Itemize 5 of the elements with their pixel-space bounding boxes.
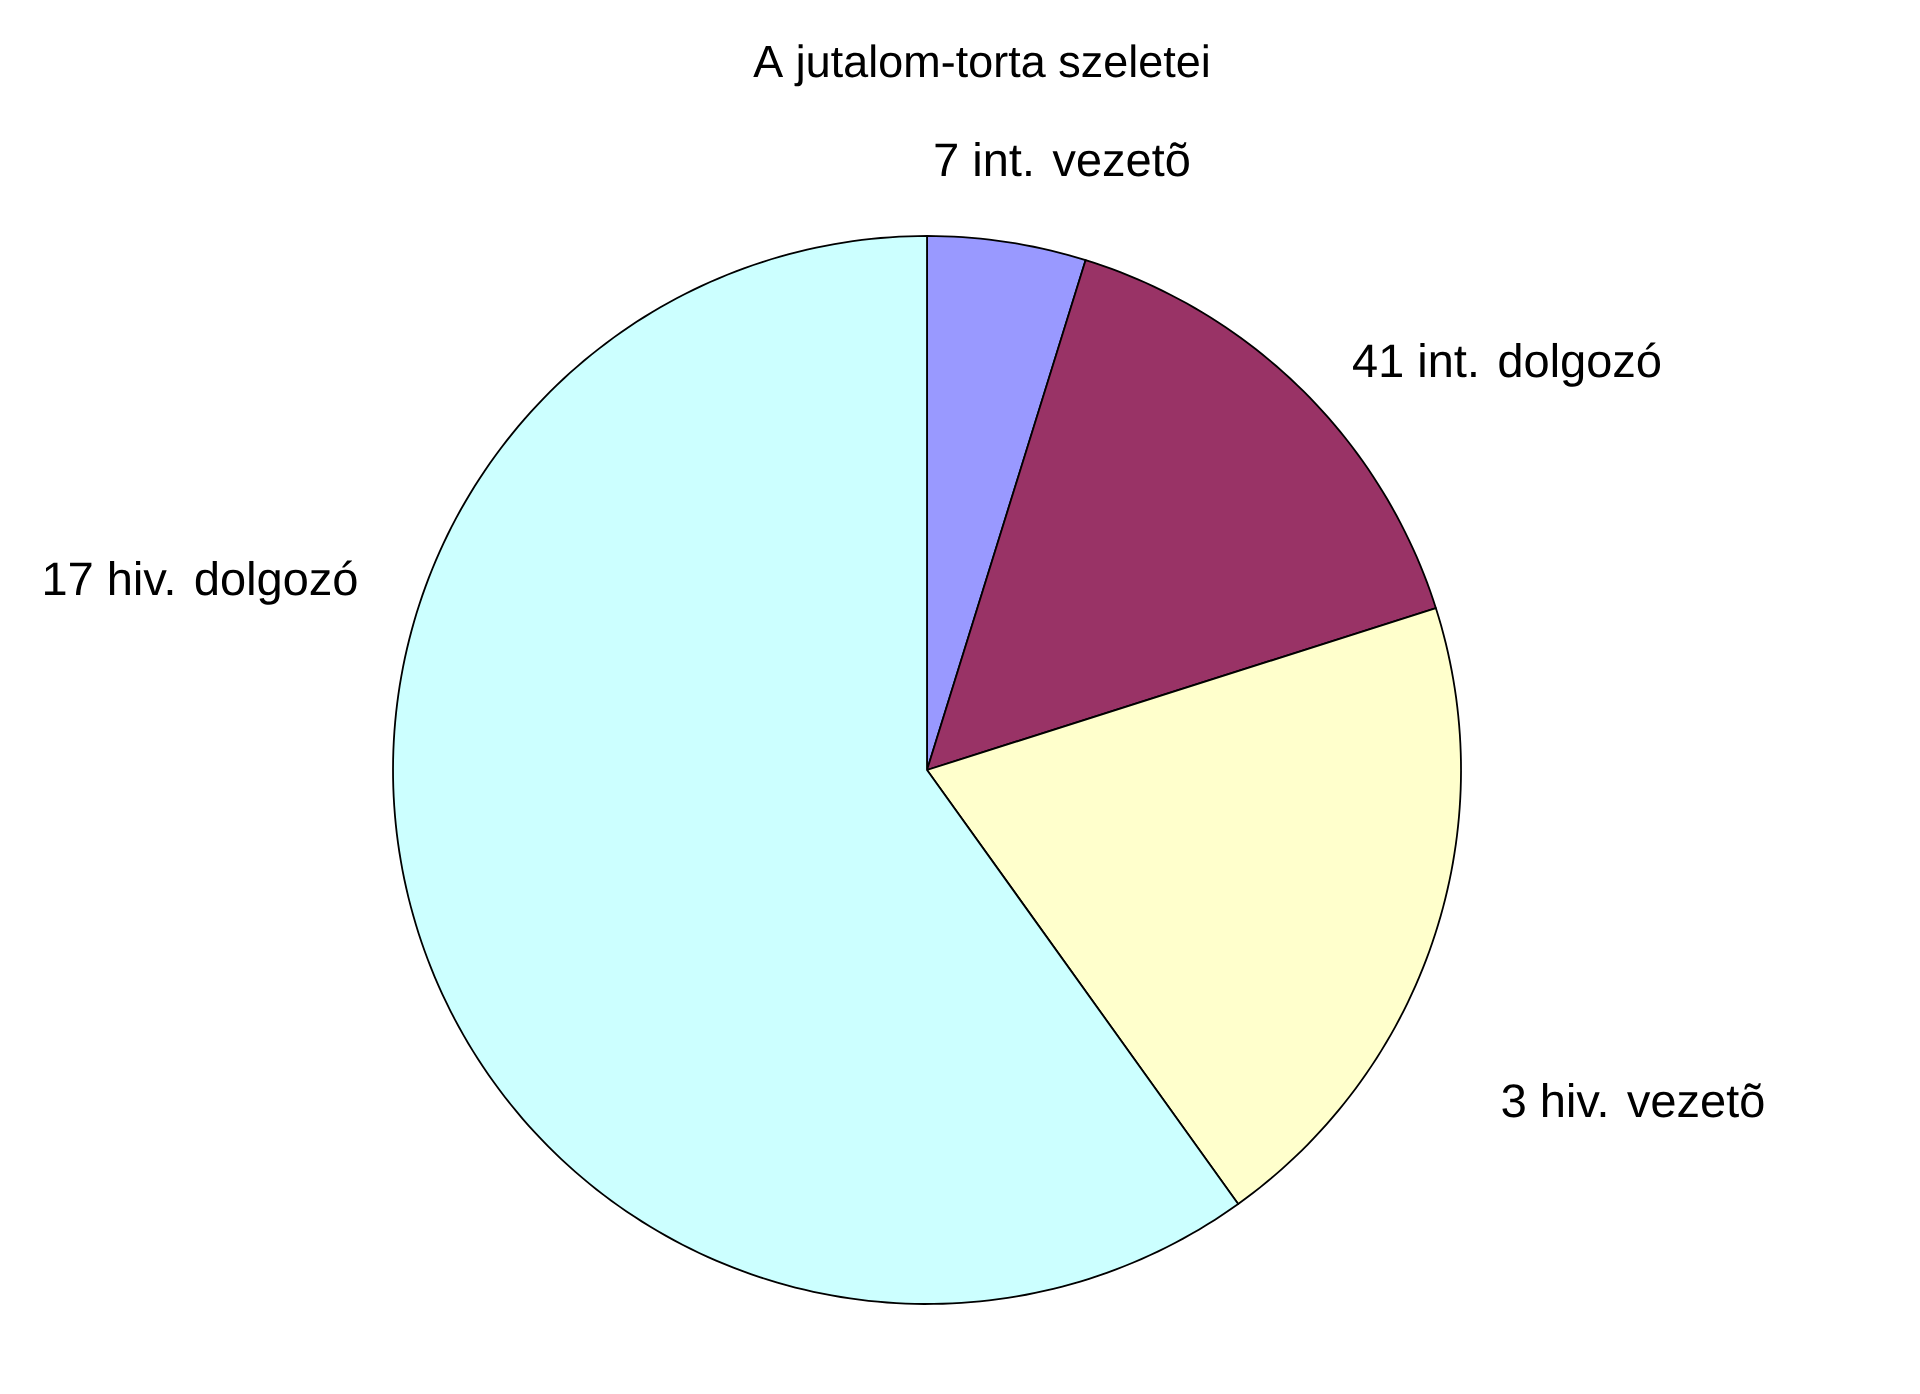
slice-label: 41 int. dolgozó bbox=[1353, 342, 1661, 387]
slice-label: 7 int. vezetõ bbox=[935, 141, 1189, 177]
slice-label: 17 hiv. dolgozó bbox=[45, 560, 357, 605]
chart-title: A jutalom-torta szeletei bbox=[753, 44, 1208, 87]
slice-label: 3 hiv. vezetõ bbox=[1502, 1082, 1764, 1118]
